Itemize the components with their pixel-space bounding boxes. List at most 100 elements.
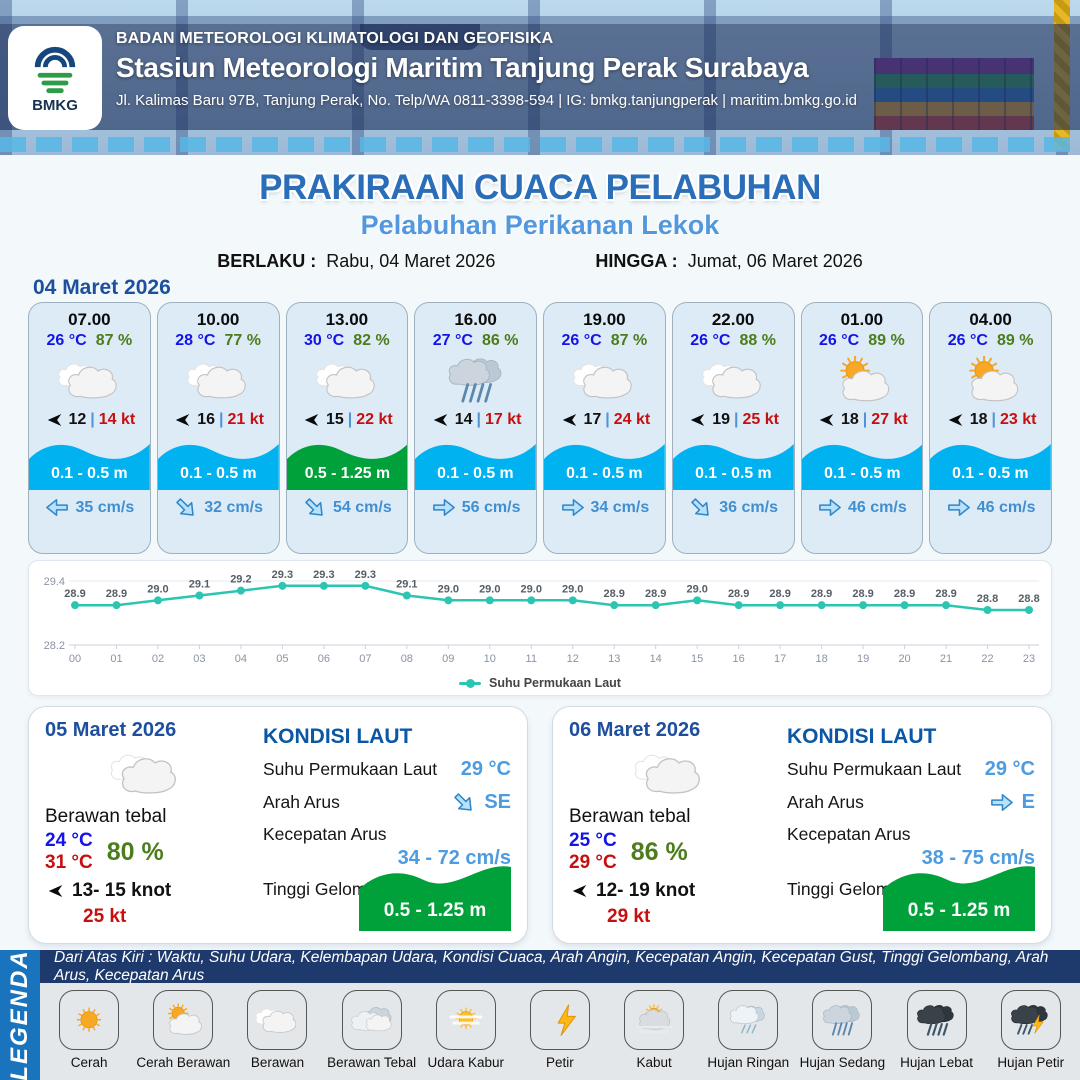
day-temp-min: 25 °C <box>569 830 617 851</box>
humidity-value: 86 % <box>481 332 519 349</box>
wind-gust-divider: | <box>734 411 739 428</box>
header-banner: BMKG BADAN METEOROLOGI KLIMATOLOGI DAN G… <box>0 0 1080 155</box>
forecast-time: 13.00 <box>325 310 369 329</box>
day-weather-icon <box>97 744 193 802</box>
sst-label: Suhu Permukaan Laut <box>263 759 438 779</box>
valid-to: HINGGA : Jumat, 06 Maret 2026 <box>595 251 862 272</box>
current-row: 32 cm/s <box>173 495 263 520</box>
weather-icon <box>697 354 769 406</box>
valid-from-label: BERLAKU : <box>217 251 317 271</box>
legend-banner <box>0 950 40 1080</box>
svg-text:29.3: 29.3 <box>272 569 293 581</box>
gust-speed: 25 kt <box>742 411 779 428</box>
wind-direction-icon <box>569 882 590 900</box>
sst-chart: 29.4 28.2 28.9 00 28.9 01 29.0 02 29.1 03 29.2 04 29… <box>44 569 1040 665</box>
forecast-time: 16.00 <box>454 310 497 329</box>
svg-text:28.9: 28.9 <box>935 588 956 600</box>
forecast-date: 04 Maret 2026 <box>33 276 171 299</box>
weather-icon <box>826 354 898 406</box>
wind-row: 18 | 23 kt <box>945 411 1037 429</box>
air-temperature: 26 °C <box>561 332 602 349</box>
svg-text:28.8: 28.8 <box>1018 593 1039 605</box>
humidity-value: 87 % <box>95 332 133 349</box>
svg-text:29.0: 29.0 <box>686 583 707 595</box>
weather-icon <box>440 354 512 406</box>
wind-direction-icon <box>44 411 65 429</box>
current-row: 35 cm/s <box>45 495 135 520</box>
legend-icons-row: Cerah Cerah Berawan Berawan Berawan Teba… <box>40 983 1080 1080</box>
wave-height-band: 0.5 - 1.25 m <box>286 433 408 490</box>
air-temperature: 30 °C <box>304 332 345 349</box>
svg-text:09: 09 <box>442 653 454 665</box>
svg-text:05: 05 <box>276 653 288 665</box>
current-speed: 46 cm/s <box>848 498 907 516</box>
legend-item: Petir <box>515 990 605 1070</box>
wind-speed: 19 <box>712 411 731 428</box>
sst-value: 29 °C <box>984 758 1035 780</box>
current-row: 46 cm/s <box>817 495 907 520</box>
svg-text:00: 00 <box>69 653 81 665</box>
svg-text:29.0: 29.0 <box>438 583 459 595</box>
forecast-time: 01.00 <box>840 310 884 329</box>
svg-text:28.9: 28.9 <box>728 588 749 600</box>
wave-height-value: 0.5 - 1.25 m <box>383 900 487 921</box>
svg-text:28.9: 28.9 <box>852 588 873 600</box>
svg-text:0.1 - 0.5 m: 0.1 - 0.5 m <box>824 465 901 482</box>
wave-height-band: 0.1 - 0.5 m <box>801 433 923 490</box>
svg-text:18: 18 <box>815 653 827 665</box>
day-temp-max: 29 °C <box>569 852 617 873</box>
svg-text:16: 16 <box>733 653 745 665</box>
svg-text:28.9: 28.9 <box>604 588 625 600</box>
current-direction-value: E <box>1021 791 1035 813</box>
day-wind-range: 13- 15 knot <box>72 880 172 901</box>
svg-text:29.0: 29.0 <box>521 583 542 595</box>
current-row: 54 cm/s <box>302 495 392 520</box>
day-temp-max: 31 °C <box>45 852 93 873</box>
page-title: PRAKIRAAN CUACA PELABUHAN <box>259 168 821 207</box>
current-speed-value: 38 - 75 cm/s <box>921 847 1035 869</box>
legend-weather-icon <box>1000 990 1061 1050</box>
svg-text:14: 14 <box>650 653 662 665</box>
current-speed: 54 cm/s <box>333 498 392 516</box>
svg-text:02: 02 <box>152 653 164 665</box>
current-row: 46 cm/s <box>946 495 1035 520</box>
svg-text:29.1: 29.1 <box>189 579 210 591</box>
current-speed: 34 cm/s <box>590 498 650 516</box>
svg-text:04: 04 <box>235 653 247 665</box>
legend-item-label: Petir <box>546 1055 574 1070</box>
legend-item-label: Kabut <box>636 1055 672 1070</box>
sst-label: Suhu Permukaan Laut <box>787 759 962 779</box>
wind-direction-icon <box>172 411 193 429</box>
day-wind-range: 12- 19 knot <box>596 880 696 901</box>
station-name: Stasiun Meteorologi Maritim Tanjung Pera… <box>116 52 809 83</box>
wind-speed: 14 <box>454 411 473 428</box>
legend-item: Hujan Lebat <box>892 990 982 1070</box>
current-direction-icon <box>688 495 713 520</box>
sst-chart-panel: 29.4 28.2 28.9 00 28.9 01 29.0 02 29.1 03 29.2 04 29… <box>28 560 1052 696</box>
wind-speed: 12 <box>68 411 87 428</box>
chart-legend-label: Suhu Permukaan Laut <box>489 676 621 690</box>
humidity-value: 89 % <box>868 332 905 349</box>
current-direction-icon <box>302 495 327 520</box>
current-direction-label: Arah Arus <box>263 792 340 812</box>
air-temperature: 26 °C <box>947 332 988 349</box>
legend-item-label: Berawan <box>250 1055 305 1070</box>
wind-gust-divider: | <box>605 411 610 428</box>
svg-text:29.0: 29.0 <box>479 583 500 595</box>
wind-direction-icon <box>430 411 451 429</box>
wind-gust-divider: | <box>347 411 353 428</box>
current-speed-value: 34 - 72 cm/s <box>397 847 511 869</box>
legend-weather-icon <box>59 990 120 1050</box>
day-condition: Berawan tebal <box>569 806 691 827</box>
valid-to-label: HINGGA : <box>595 251 678 271</box>
svg-text:0.1 - 0.5 m: 0.1 - 0.5 m <box>180 465 257 482</box>
current-direction-value: SE <box>484 791 511 813</box>
legend-item: Berawan <box>232 990 322 1070</box>
forecast-time: 07.00 <box>68 310 111 329</box>
svg-text:28.8: 28.8 <box>977 593 998 605</box>
current-speed: 35 cm/s <box>75 498 135 516</box>
svg-text:17: 17 <box>774 653 786 665</box>
forecast-time: 19.00 <box>583 310 626 329</box>
gust-speed: 22 kt <box>356 411 393 428</box>
